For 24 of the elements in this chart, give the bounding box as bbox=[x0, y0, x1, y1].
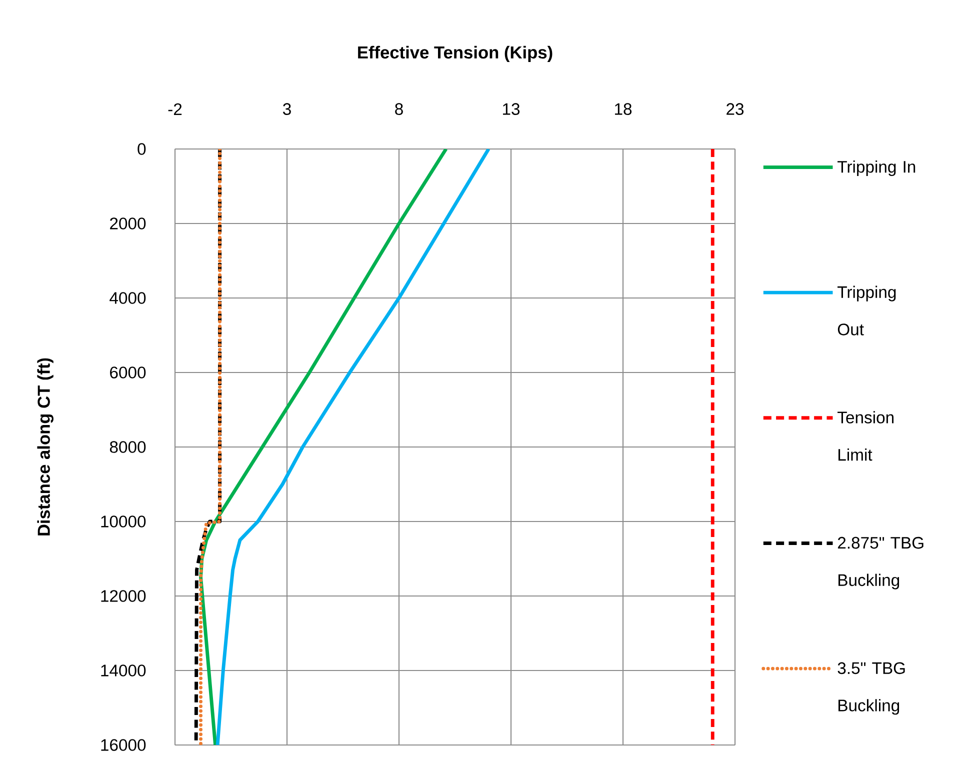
y-tick-label: 16000 bbox=[101, 739, 146, 751]
y-tick-label: 10000 bbox=[101, 516, 146, 528]
x-tick-label: 3 bbox=[282, 103, 291, 115]
y-tick-label: 14000 bbox=[101, 664, 146, 676]
x-tick-label: 18 bbox=[615, 103, 632, 115]
x-tick-label: 13 bbox=[503, 103, 520, 115]
y-tick-label: 4000 bbox=[110, 292, 146, 304]
text: Tripping Out bbox=[838, 286, 896, 336]
legend-label: Tripping In bbox=[838, 160, 916, 176]
y-tick-label: 6000 bbox=[110, 366, 146, 378]
x-axis-title: Effective Tension (Kips) bbox=[358, 46, 552, 62]
line-series bbox=[216, 149, 490, 746]
y-tick-label: 2000 bbox=[110, 218, 146, 230]
y-tick-label: 8000 bbox=[110, 441, 146, 453]
x-tick-label: 23 bbox=[726, 103, 744, 115]
x-tick-label: 8 bbox=[395, 103, 403, 115]
text: 2.875" TBG Buckling bbox=[838, 536, 924, 590]
line-series bbox=[199, 149, 222, 746]
text: Tension Limit bbox=[838, 411, 894, 461]
y-axis-title: Distance along CT (ft) bbox=[37, 358, 54, 536]
y-tick-label: 12000 bbox=[101, 590, 146, 602]
x-tick-label: -2 bbox=[168, 103, 182, 115]
y-tick-label: 0 bbox=[138, 143, 146, 155]
text: 3.5" TBG Buckling bbox=[838, 662, 905, 715]
